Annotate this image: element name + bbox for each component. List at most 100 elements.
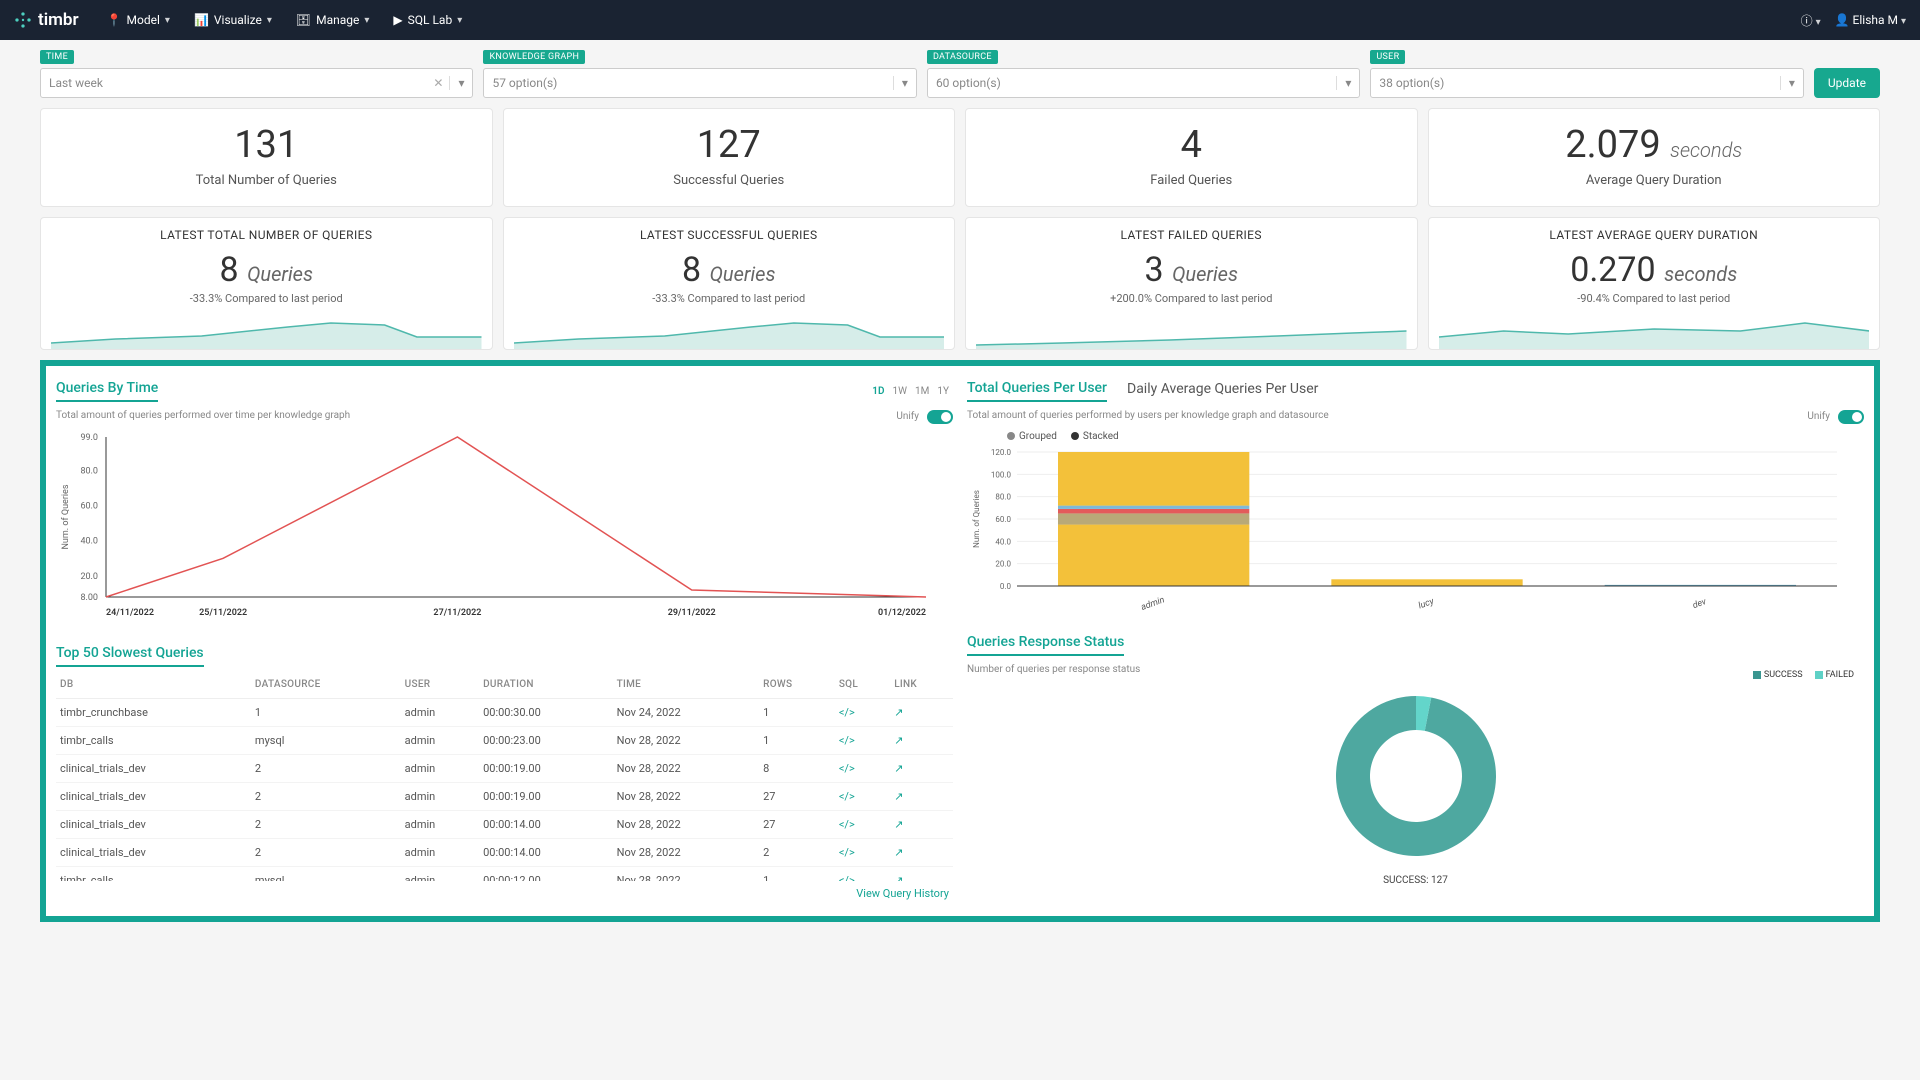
- qrs-donut: [1306, 681, 1526, 871]
- col-link[interactable]: LINK: [890, 671, 953, 699]
- brand[interactable]: timbr: [14, 10, 79, 30]
- stat-label: Failed Queries: [976, 173, 1407, 188]
- svg-text:Num. of Queries: Num. of Queries: [61, 484, 71, 549]
- col-sql[interactable]: SQL: [835, 671, 890, 699]
- qrs-title: Queries Response Status: [967, 634, 1124, 656]
- nav-sql lab[interactable]: ▶SQL Lab▾: [383, 7, 472, 33]
- nav-model[interactable]: 📍Model▾: [97, 7, 180, 33]
- svg-text:Num. of Queries: Num. of Queries: [972, 490, 981, 548]
- col-user[interactable]: USER: [401, 671, 479, 699]
- col-duration[interactable]: DURATION: [479, 671, 613, 699]
- help-icon[interactable]: ⓘ ▾: [1801, 12, 1821, 29]
- link-icon[interactable]: ↗: [894, 706, 903, 719]
- filter-kg-label: KNOWLEDGE GRAPH: [483, 50, 585, 64]
- latest-card: LATEST SUCCESSFUL QUERIES 8 Queries -33.…: [503, 217, 956, 350]
- latest-card: LATEST AVERAGE QUERY DURATION 0.270 seco…: [1428, 217, 1881, 350]
- table-row: timbr_callsmysqladmin00:00:12.00Nov 28, …: [56, 867, 953, 882]
- link-icon[interactable]: ↗: [894, 734, 903, 747]
- stat-card: 2.079 secondsAverage Query Duration: [1428, 108, 1881, 207]
- stat-value: 127: [514, 123, 945, 167]
- chevron-down-icon[interactable]: ▾: [449, 76, 464, 90]
- tqpu-chart: 0.020.040.060.080.0100.0120.0adminlucyde…: [967, 446, 1847, 616]
- svg-text:24/11/2022: 24/11/2022: [106, 608, 154, 618]
- svg-text:29/11/2022: 29/11/2022: [668, 608, 716, 618]
- svg-text:8.00: 8.00: [80, 593, 98, 603]
- col-time[interactable]: TIME: [613, 671, 760, 699]
- view-query-history-link[interactable]: View Query History: [56, 881, 953, 906]
- filter-time: TIME Last week ✕ ▾: [40, 50, 473, 98]
- link-icon[interactable]: ↗: [894, 846, 903, 859]
- update-button[interactable]: Update: [1814, 68, 1880, 98]
- svg-text:60.0: 60.0: [80, 502, 98, 512]
- latest-value: 0.270 seconds: [1439, 250, 1870, 290]
- tqpu-tab-total[interactable]: Total Queries Per User: [967, 380, 1107, 402]
- col-rows[interactable]: ROWS: [759, 671, 835, 699]
- latest-delta: -90.4% Compared to last period: [1439, 292, 1870, 305]
- brand-logo-icon: [14, 11, 32, 29]
- user-menu[interactable]: 👤 Elisha M ▾: [1835, 13, 1906, 27]
- stat-card: 4 Failed Queries: [965, 108, 1418, 207]
- range-1M[interactable]: 1M: [915, 386, 929, 397]
- latest-delta: -33.3% Compared to last period: [51, 292, 482, 305]
- sql-icon[interactable]: </>: [839, 874, 855, 881]
- latest-title: LATEST AVERAGE QUERY DURATION: [1439, 228, 1870, 242]
- chevron-down-icon[interactable]: ▾: [893, 76, 908, 90]
- svg-text:99.0: 99.0: [80, 433, 98, 443]
- svg-text:dev: dev: [1691, 597, 1708, 611]
- link-icon[interactable]: ↗: [894, 874, 903, 881]
- top-nav: timbr 📍Model▾📊Visualize▾🗄Manage▾▶SQL Lab…: [0, 0, 1920, 40]
- chevron-down-icon[interactable]: ▾: [1336, 76, 1351, 90]
- filter-user-input[interactable]: 38 option(s) ✕ ▾: [1370, 68, 1803, 98]
- filter-kg-input[interactable]: 57 option(s) ✕ ▾: [483, 68, 916, 98]
- nav-visualize[interactable]: 📊Visualize▾: [184, 7, 282, 33]
- table-row: clinical_trials_dev2admin00:00:14.00Nov …: [56, 839, 953, 867]
- latest-card: LATEST FAILED QUERIES 3 Queries +200.0% …: [965, 217, 1418, 350]
- col-db[interactable]: DB: [56, 671, 251, 699]
- range-1Y[interactable]: 1Y: [937, 386, 949, 397]
- latest-title: LATEST TOTAL NUMBER OF QUERIES: [51, 228, 482, 242]
- filter-knowledge-graph: KNOWLEDGE GRAPH 57 option(s) ✕ ▾: [483, 50, 916, 98]
- stat-value: 4: [976, 123, 1407, 167]
- filter-time-input[interactable]: Last week ✕ ▾: [40, 68, 473, 98]
- filter-ds-input[interactable]: 60 option(s) ✕ ▾: [927, 68, 1360, 98]
- nav-manage[interactable]: 🗄Manage▾: [286, 7, 380, 33]
- sql-icon[interactable]: </>: [839, 818, 855, 831]
- unify-toggle[interactable]: [927, 410, 953, 424]
- legend-grouped[interactable]: Grouped: [1007, 431, 1057, 442]
- svg-text:40.0: 40.0: [995, 537, 1011, 546]
- link-icon[interactable]: ↗: [894, 790, 903, 803]
- sql-icon[interactable]: </>: [839, 846, 855, 859]
- link-icon[interactable]: ↗: [894, 762, 903, 775]
- svg-text:120.0: 120.0: [991, 448, 1012, 457]
- filter-ds-value: 60 option(s): [936, 76, 1001, 90]
- sql lab-icon: ▶: [393, 13, 402, 27]
- clear-icon[interactable]: ✕: [427, 76, 449, 90]
- chevron-down-icon[interactable]: ▾: [1780, 76, 1795, 90]
- svg-text:lucy: lucy: [1417, 596, 1436, 611]
- svg-text:60.0: 60.0: [995, 515, 1011, 524]
- qbt-range-picker[interactable]: 1D 1W 1M 1Y: [868, 386, 953, 397]
- unify-toggle[interactable]: [1838, 410, 1864, 424]
- legend-stacked[interactable]: Stacked: [1071, 431, 1119, 442]
- range-1D[interactable]: 1D: [872, 386, 884, 397]
- svg-text:100.0: 100.0: [991, 470, 1012, 479]
- latest-card: LATEST TOTAL NUMBER OF QUERIES 8 Queries…: [40, 217, 493, 350]
- svg-text:01/12/2022: 01/12/2022: [878, 608, 926, 618]
- link-icon[interactable]: ↗: [894, 818, 903, 831]
- range-1W[interactable]: 1W: [893, 386, 908, 397]
- latest-title: LATEST SUCCESSFUL QUERIES: [514, 228, 945, 242]
- sql-icon[interactable]: </>: [839, 706, 855, 719]
- sql-icon[interactable]: </>: [839, 762, 855, 775]
- stat-label: Average Query Duration: [1439, 173, 1870, 188]
- table-row: timbr_crunchbase1admin00:00:30.00Nov 24,…: [56, 699, 953, 727]
- tqpu-tab-daily[interactable]: Daily Average Queries Per User: [1127, 381, 1318, 401]
- qrs-caption: SUCCESS: 127: [1383, 875, 1448, 886]
- qrs-sub: Number of queries per response status: [967, 664, 1864, 675]
- legend-success: SUCCESS: [1753, 670, 1803, 680]
- qbt-subtitle: Total amount of queries performed over t…: [56, 410, 350, 421]
- tqpu-sub: Total amount of queries performed by use…: [967, 410, 1329, 421]
- sql-icon[interactable]: </>: [839, 790, 855, 803]
- svg-text:25/11/2022: 25/11/2022: [199, 608, 247, 618]
- sql-icon[interactable]: </>: [839, 734, 855, 747]
- col-datasource[interactable]: DATASOURCE: [251, 671, 401, 699]
